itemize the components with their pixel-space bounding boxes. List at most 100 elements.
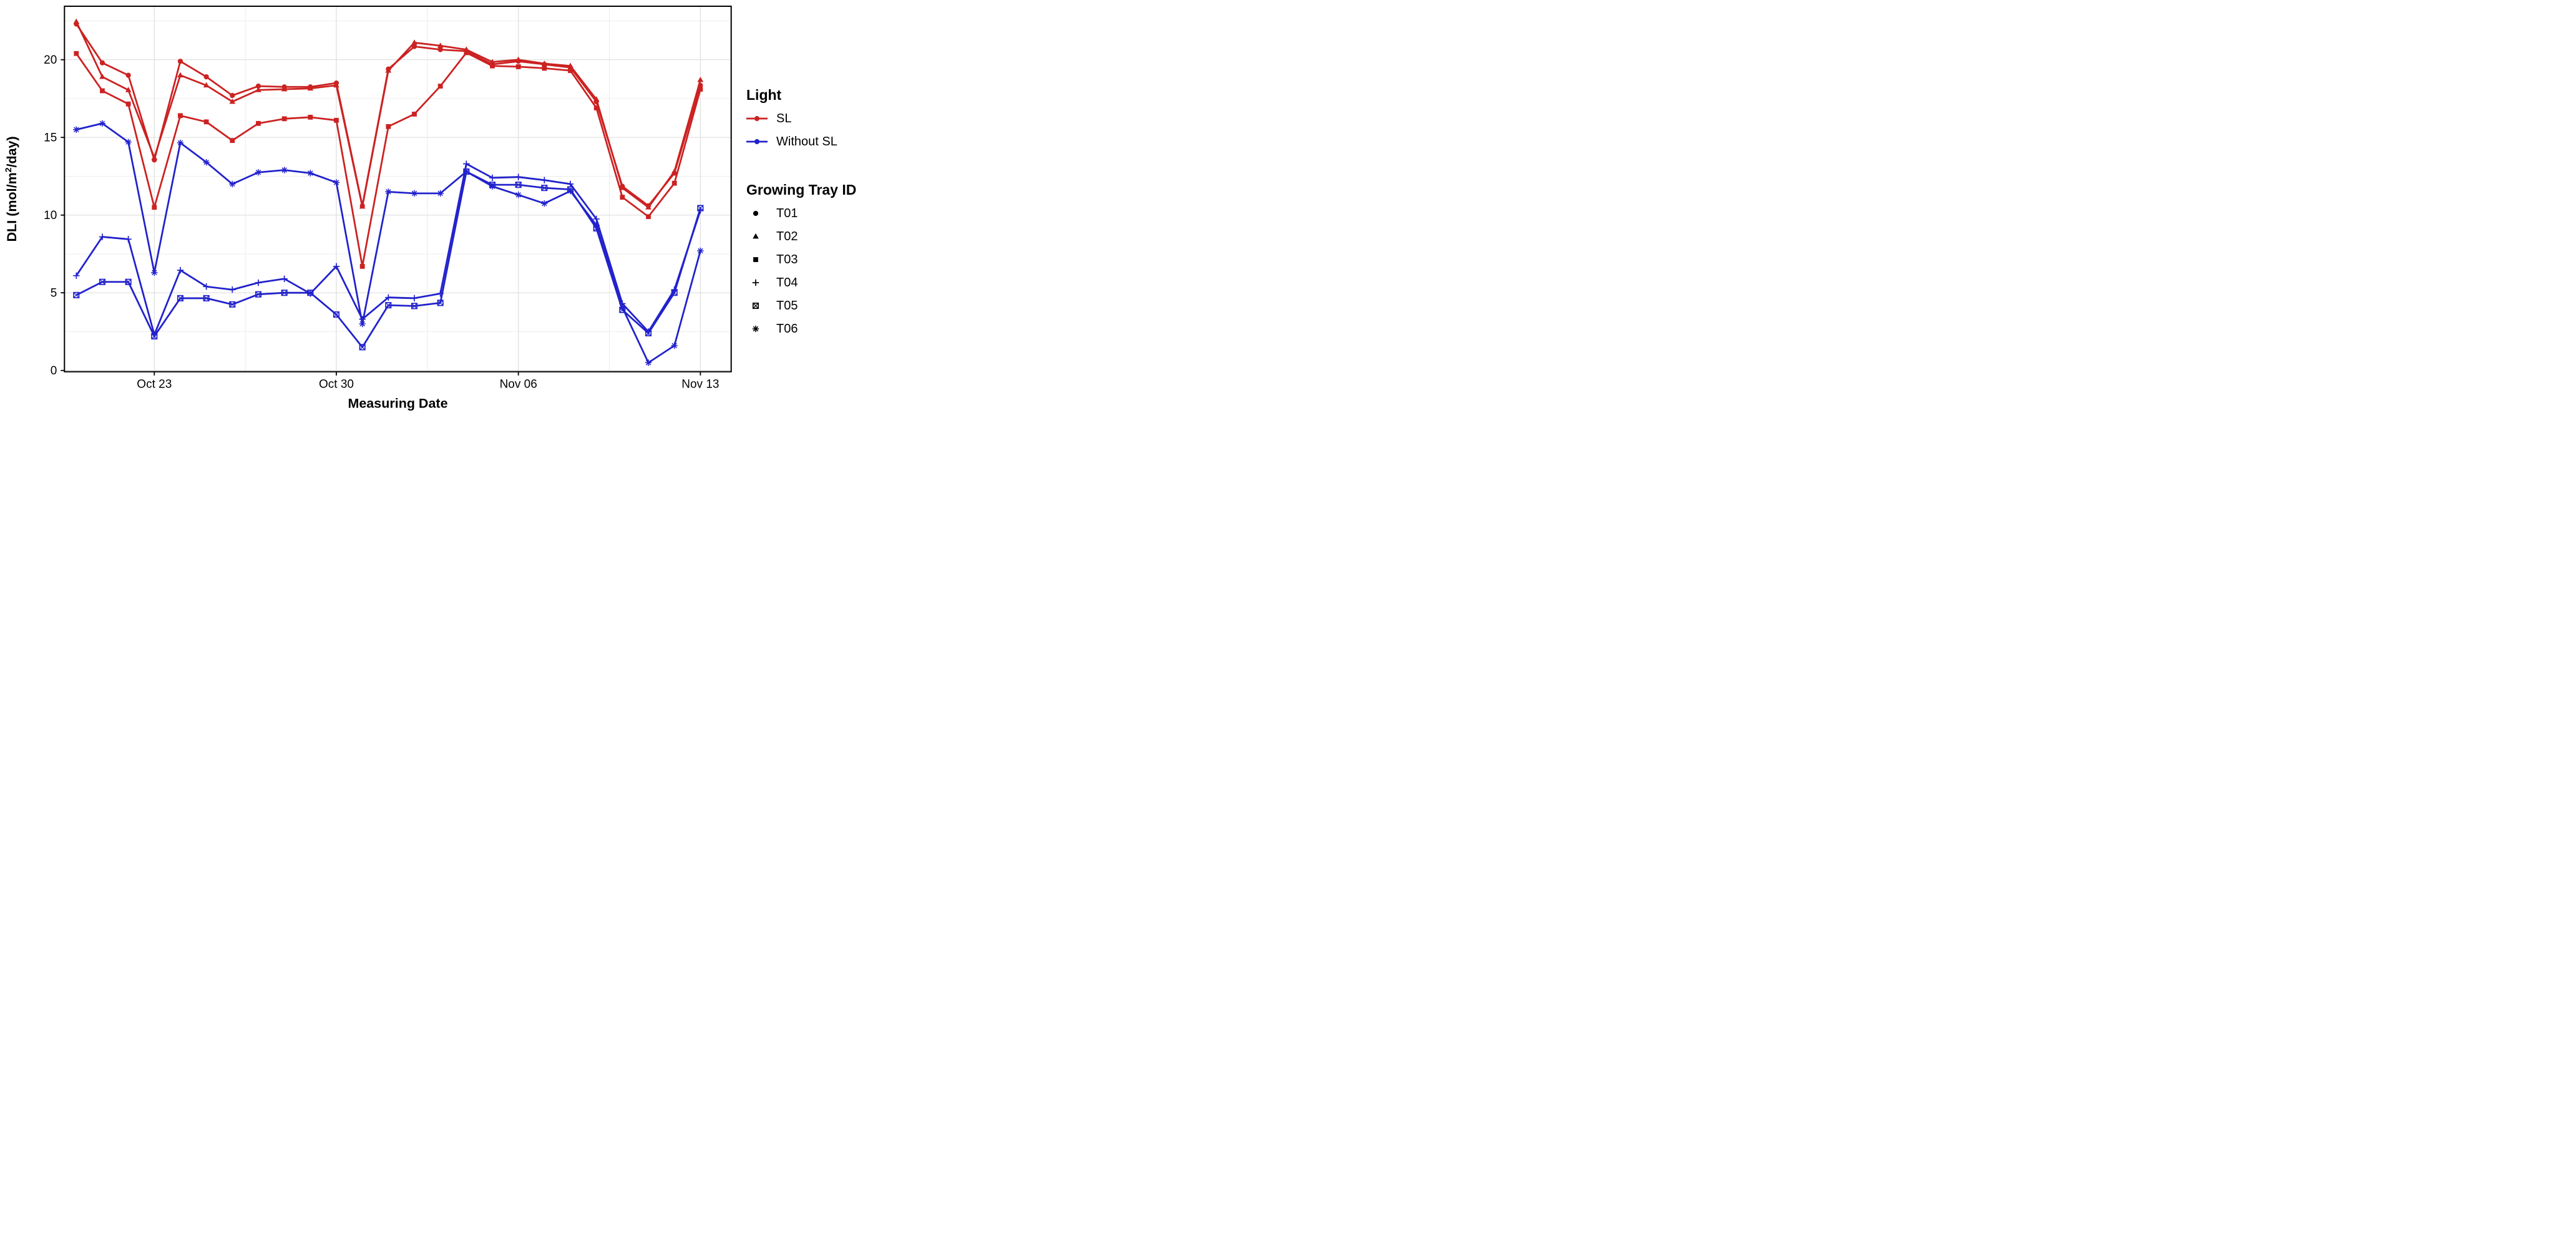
point-asterisk	[541, 200, 548, 207]
tick-labels: Oct 23 Oct 30 Nov 06 Nov 13 0 5 10 15 20	[44, 54, 719, 391]
y-tick-label: 5	[51, 287, 57, 300]
point-boxed-x-cross	[73, 292, 79, 298]
point-triangle	[645, 204, 651, 210]
point-plus	[255, 279, 262, 286]
legend-item-t02: T02	[753, 230, 798, 243]
point-asterisk	[73, 126, 80, 133]
point-square	[152, 205, 157, 210]
point-triangle	[671, 168, 678, 174]
point-square	[334, 117, 339, 123]
point-plus	[333, 263, 340, 270]
point-boxed-x	[281, 290, 288, 296]
point-square	[125, 101, 131, 107]
point-square	[464, 50, 469, 56]
point-boxed-x	[541, 185, 548, 192]
point-plus	[281, 275, 288, 282]
point-square	[698, 87, 703, 92]
point-boxed-x-cross	[541, 185, 547, 191]
legend-label: SL	[776, 112, 791, 125]
point-plus	[99, 233, 106, 240]
point-asterisk	[697, 247, 704, 255]
point-boxed-x	[671, 290, 678, 296]
point-square	[753, 257, 758, 262]
point-boxed-x-cross	[255, 291, 261, 298]
point-triangle	[255, 87, 261, 92]
point-boxed-x	[203, 295, 210, 301]
y-tick-label: 20	[44, 54, 57, 67]
point-boxed-x-cross	[125, 279, 132, 285]
point-triangle	[697, 76, 704, 82]
point-square	[281, 116, 287, 122]
point-triangle	[411, 39, 417, 45]
series-SL-T02	[73, 18, 704, 210]
point-boxed-x-cross	[203, 295, 210, 301]
x-tick-label: Oct 30	[319, 378, 354, 391]
point-triangle	[307, 85, 314, 91]
legend-label: Without SL	[776, 135, 837, 149]
legend-item-sl: SL	[746, 112, 791, 125]
point-asterisk	[645, 359, 652, 366]
point-asterisk	[515, 192, 522, 198]
point-square	[178, 113, 183, 119]
point-square	[568, 68, 573, 74]
point-plus	[752, 279, 759, 286]
point-square	[515, 64, 521, 69]
point-circle	[437, 47, 443, 52]
point-triangle	[359, 203, 366, 209]
point-triangle	[73, 18, 80, 24]
point-boxed-x-cross	[697, 205, 703, 212]
point-circle	[255, 83, 261, 89]
point-boxed-x-cross	[515, 182, 522, 188]
chart-background	[0, 0, 859, 417]
dli-line-chart-page: Oct 23 Oct 30 Nov 06 Nov 13 0 5 10 15 20 Measurin…	[0, 0, 859, 417]
legend-title-tray: Growing Tray ID	[746, 182, 856, 198]
legend-item-t05: T05	[752, 299, 798, 313]
point-boxed-x	[307, 290, 314, 296]
point-triangle	[567, 62, 573, 69]
point-boxed-x	[515, 182, 522, 188]
y-tick-label: 10	[44, 209, 57, 222]
x-tick-label: Nov 13	[681, 378, 719, 391]
point-square	[620, 195, 625, 200]
point-asterisk	[463, 168, 470, 175]
point-boxed-x-cross	[411, 303, 417, 309]
x-tick-label: Nov 06	[500, 378, 537, 391]
point-triangle	[229, 98, 236, 104]
point-plus	[177, 266, 184, 274]
point-boxed-x	[99, 278, 106, 285]
point-plus	[411, 295, 418, 302]
point-square	[593, 105, 599, 110]
point-triangle	[385, 67, 392, 73]
point-square	[671, 180, 677, 186]
point-boxed-x-cross	[307, 290, 313, 296]
point-square	[542, 66, 547, 71]
point-circle	[177, 59, 183, 64]
point-circle	[125, 72, 131, 78]
point-triangle	[593, 96, 600, 102]
point-plus	[203, 283, 210, 290]
point-boxed-x-cross	[671, 290, 678, 296]
point-plus	[229, 286, 236, 293]
point-boxed-x	[73, 291, 80, 298]
y-tick-label: 15	[44, 132, 57, 145]
point-boxed-x	[151, 333, 158, 339]
point-asterisk	[619, 304, 626, 311]
point-asterisk	[229, 180, 236, 188]
point-asterisk	[281, 167, 288, 173]
point-triangle	[515, 56, 522, 62]
point-plus	[385, 294, 392, 301]
legend-item-t03: T03	[753, 253, 798, 266]
point-asterisk	[489, 183, 496, 190]
point-square	[74, 51, 79, 56]
point-asterisk	[567, 187, 574, 195]
point-circle	[754, 139, 760, 145]
point-boxed-x	[333, 311, 340, 318]
point-boxed-x-cross	[177, 295, 183, 301]
point-boxed-x-cross	[99, 279, 105, 285]
point-circle	[753, 210, 759, 217]
point-asterisk	[333, 179, 340, 186]
point-plus	[463, 160, 470, 167]
point-asterisk	[671, 342, 678, 349]
point-triangle	[99, 73, 105, 79]
point-plus	[567, 180, 574, 188]
